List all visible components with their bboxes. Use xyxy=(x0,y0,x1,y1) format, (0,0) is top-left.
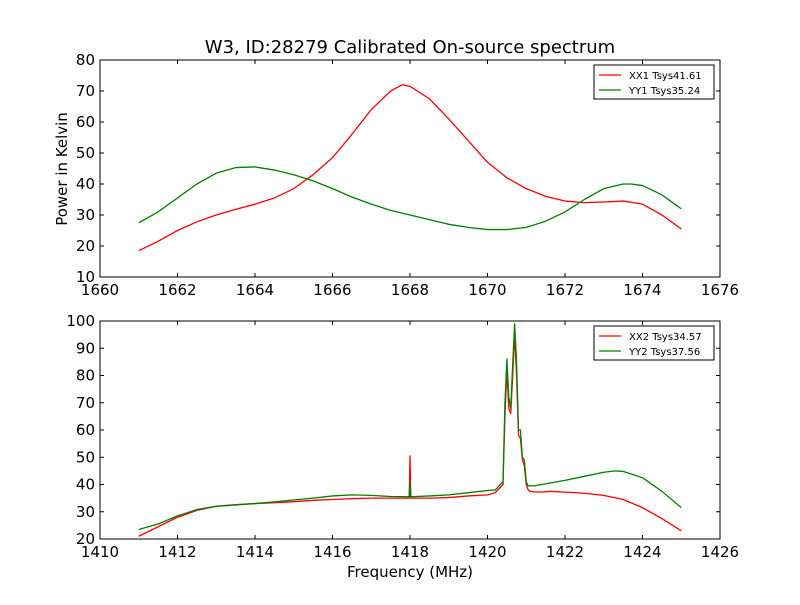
bottom-spectrum-panel: 1410 1412 1414 1416 1418 1420 1422 1424 1426 20 30… xyxy=(66,312,739,561)
x-tick-label: 1426 xyxy=(701,543,739,561)
legend: XX2 Tsys34.57 YY2 Tsys37.56 xyxy=(593,325,715,361)
legend-label: YY1 Tsys35.24 xyxy=(628,86,700,97)
x-tick-label: 1418 xyxy=(391,543,429,561)
series-line-1-2 xyxy=(138,166,682,231)
y-tick-label: 20 xyxy=(76,530,95,548)
x-tick-label: 1674 xyxy=(623,281,661,299)
x-tick-label: 1668 xyxy=(391,281,429,299)
chart-title: W3, ID:28279 Calibrated On-source spectr… xyxy=(205,37,615,58)
y-axis-label-top: Power in Kelvin xyxy=(53,112,71,226)
y-tick-label: 50 xyxy=(76,144,95,162)
x-tick-label: 1664 xyxy=(236,281,274,299)
x-tick-label: 1424 xyxy=(623,543,661,561)
x-tick-label: 1416 xyxy=(313,543,351,561)
legend-label: YY2 Tsys37.56 xyxy=(628,347,700,358)
x-tick-label: 1422 xyxy=(546,543,584,561)
y-tick-label: 50 xyxy=(76,448,95,466)
y-tick-label: 100 xyxy=(66,312,95,330)
x-tick-label: 1410 xyxy=(81,543,119,561)
y-tick-label: 60 xyxy=(76,113,95,131)
x-tick-label: 1676 xyxy=(701,281,739,299)
y-tick-label: 70 xyxy=(76,82,95,100)
y-tick-label: 40 xyxy=(76,175,95,193)
y-tick-label: 20 xyxy=(76,237,95,255)
x-tick-label: 1672 xyxy=(546,281,584,299)
y-tick-label: 60 xyxy=(76,421,95,439)
legend-box xyxy=(593,64,715,100)
x-tick-label: 1412 xyxy=(158,543,196,561)
y-tick-label: 30 xyxy=(76,206,95,224)
series-line-2-2 xyxy=(138,323,682,531)
y-tick-label: 30 xyxy=(76,503,95,521)
legend-box xyxy=(593,325,715,361)
top-spectrum-panel: 1660 1662 1664 1666 1668 1670 1672 1674 1676 10 20… xyxy=(76,51,739,299)
x-tick-label: 1666 xyxy=(313,281,351,299)
y-tick-label: 10 xyxy=(76,268,95,286)
y-tick-label: 80 xyxy=(76,51,95,69)
x-tick-label: 1670 xyxy=(468,281,506,299)
y-tick-label: 70 xyxy=(76,394,95,412)
legend-label: XX2 Tsys34.57 xyxy=(629,332,702,343)
x-tick-label: 1414 xyxy=(236,543,274,561)
series-line-1-1 xyxy=(138,84,682,252)
legend: XX1 Tsys41.61 YY1 Tsys35.24 xyxy=(593,64,715,100)
y-tick-label: 40 xyxy=(76,476,95,494)
x-tick-label: 1662 xyxy=(158,281,196,299)
legend-label: XX1 Tsys41.61 xyxy=(629,71,702,82)
y-tick-label: 90 xyxy=(76,339,95,357)
x-tick-label: 1660 xyxy=(81,281,119,299)
y-tick-label: 80 xyxy=(76,367,95,385)
x-tick-label: 1420 xyxy=(468,543,506,561)
x-axis-label-bottom: Frequency (MHz) xyxy=(347,563,473,581)
